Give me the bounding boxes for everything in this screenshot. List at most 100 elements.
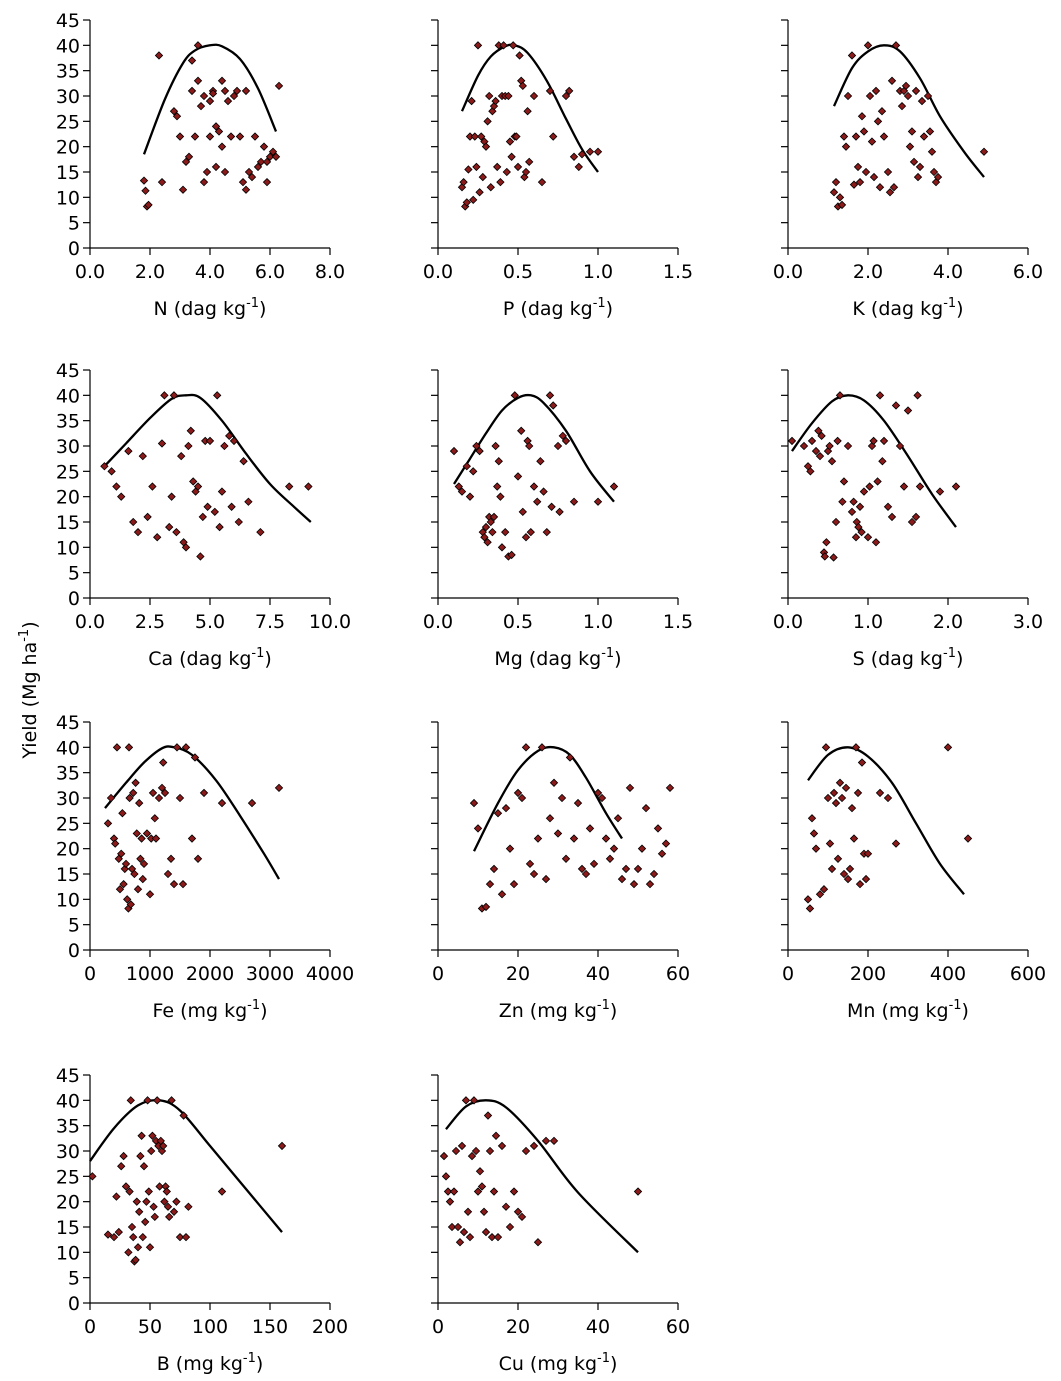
data-point <box>112 482 121 491</box>
data-point <box>537 743 547 752</box>
data-point <box>465 492 475 501</box>
data-point <box>513 788 523 798</box>
data-point <box>189 477 198 486</box>
x-tick-label: 6.0 <box>1013 261 1043 283</box>
x-axis-title-main: K (dag kg <box>852 298 943 320</box>
data-point <box>477 1182 487 1191</box>
data-point <box>841 142 851 151</box>
data-point <box>239 457 248 466</box>
data-point <box>175 793 185 803</box>
data-point <box>215 522 224 532</box>
data-point <box>851 533 861 542</box>
data-point <box>661 839 671 848</box>
data-point <box>139 1162 149 1171</box>
x-tick-label: 1.0 <box>853 611 883 633</box>
data-point <box>915 482 925 491</box>
data-point <box>855 879 865 889</box>
data-point <box>457 1141 467 1151</box>
data-point <box>883 502 893 511</box>
data-point <box>829 553 838 562</box>
data-point <box>244 497 253 506</box>
data-point <box>806 467 815 476</box>
data-point <box>126 900 135 909</box>
data-point <box>855 502 865 511</box>
data-point <box>475 188 484 197</box>
data-point <box>187 56 197 65</box>
data-point <box>229 91 239 101</box>
data-point <box>526 527 535 537</box>
data-point <box>496 492 505 501</box>
data-point <box>525 859 535 869</box>
data-point <box>504 91 513 101</box>
data-point <box>863 41 873 50</box>
data-point <box>139 176 149 185</box>
data-point <box>521 1146 531 1156</box>
data-point <box>545 391 555 400</box>
data-point <box>521 533 531 542</box>
data-point <box>825 441 834 451</box>
x-axis-title-sup: -1 <box>246 296 259 311</box>
x-tick-label: 0 <box>432 963 444 985</box>
data-point <box>867 137 877 146</box>
data-point <box>935 487 945 496</box>
data-point <box>473 41 483 50</box>
y-tick-label: 0 <box>68 1293 80 1315</box>
data-point <box>569 497 579 506</box>
data-point <box>154 793 164 803</box>
x-tick-label: 0 <box>782 963 794 985</box>
data-point <box>262 157 272 167</box>
data-point <box>199 788 209 798</box>
data-point <box>913 172 923 182</box>
x-axis-title-ca: Ca (dag kg-1) <box>148 646 272 670</box>
data-point <box>478 172 487 182</box>
x-tick-label: 0.0 <box>773 611 803 633</box>
data-point <box>457 487 467 496</box>
y-tick-label: 30 <box>56 436 80 458</box>
data-point <box>838 497 847 506</box>
data-point <box>505 137 515 146</box>
data-point <box>114 1227 123 1237</box>
data-point <box>557 793 567 803</box>
data-point <box>637 844 647 853</box>
data-point <box>232 86 242 96</box>
data-point <box>911 512 921 522</box>
data-point <box>184 441 193 451</box>
data-point <box>129 1232 138 1242</box>
data-point <box>241 86 251 96</box>
data-point <box>205 132 215 141</box>
panel-p: 0.0 0.5 1.0 1.5 P (dag kg-1) <box>423 19 693 320</box>
data-point <box>475 1167 485 1176</box>
data-point <box>905 142 915 151</box>
data-point <box>179 1111 188 1120</box>
data-point <box>238 177 248 187</box>
data-point <box>887 512 897 522</box>
data-point <box>184 1202 193 1211</box>
data-point <box>129 517 138 527</box>
data-point <box>979 147 989 156</box>
data-point <box>833 854 843 863</box>
y-tick-label: 15 <box>56 162 80 184</box>
data-point <box>119 1151 128 1161</box>
data-point <box>489 864 499 874</box>
data-point <box>162 1187 171 1196</box>
data-point <box>247 798 257 808</box>
y-tick-label: 30 <box>56 86 80 108</box>
data-point <box>217 1187 227 1196</box>
data-point <box>165 522 174 532</box>
data-point <box>214 127 224 136</box>
data-point <box>665 783 675 793</box>
x-tick-label: 100 <box>192 1316 228 1338</box>
data-point <box>553 829 563 838</box>
data-point <box>199 177 209 187</box>
data-point <box>913 391 922 400</box>
data-point <box>130 869 139 879</box>
panels: 0 5 10 15 20 25 30 35 40 45 0.0 2.0 4.0 6.0 8.0 N (dag … <box>56 10 1046 1375</box>
data-point <box>496 177 505 187</box>
data-point <box>481 522 491 532</box>
data-point <box>529 1141 539 1151</box>
x-axis-title-close: ) <box>614 648 621 670</box>
data-point <box>565 86 574 96</box>
data-point <box>198 512 207 522</box>
data-point <box>157 783 167 793</box>
data-point <box>849 834 859 843</box>
